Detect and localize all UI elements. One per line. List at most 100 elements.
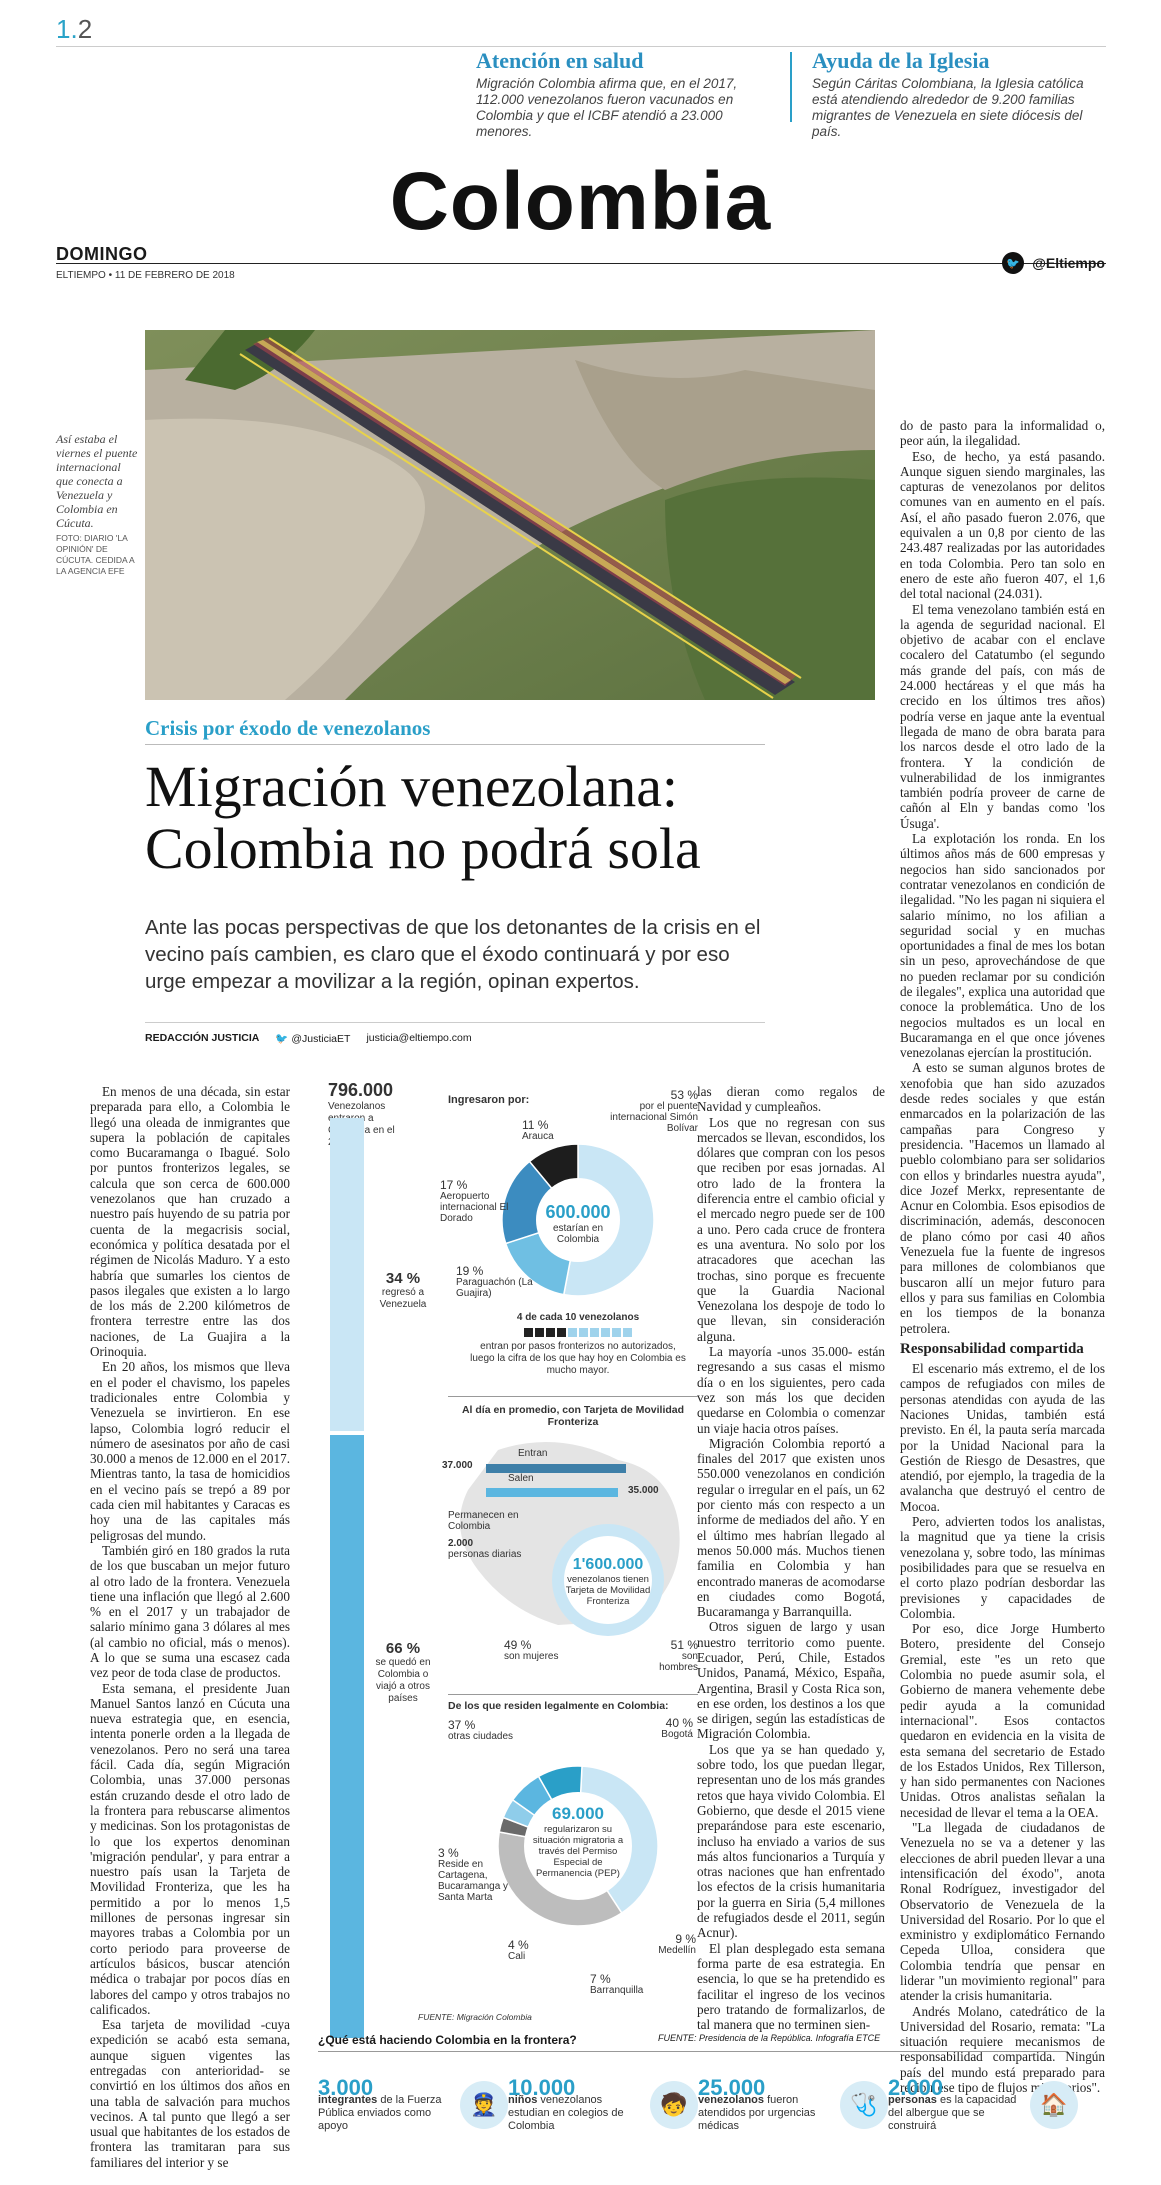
paragraph: Esa tarjeta de movilidad -cuya expedició…: [90, 2017, 290, 2170]
police-officer-icon: 👮: [460, 2081, 508, 2129]
entry-cat: Paraguachón (La Guajira): [456, 1277, 533, 1299]
bridge-photo: [145, 330, 875, 700]
article-kicker: Crisis por éxodo de venezolanos: [145, 716, 431, 740]
paragraph: Los que ya se han quedado y, sobre todo,…: [697, 1741, 885, 1941]
teaser-health[interactable]: Atención en salud Migración Colombia afi…: [476, 48, 776, 140]
entry-cat: Aeropuerto internacional El Dorado: [440, 1191, 509, 1224]
stayed-bar: [330, 1434, 364, 2038]
paragraph: Pero, advierten todos los analistas, la …: [900, 1514, 1105, 1621]
entry-center-value: 600.000: [545, 1202, 611, 1222]
teaser-church[interactable]: Ayuda de la Iglesia Según Cáritas Colomb…: [812, 48, 1112, 140]
entry-cat: Arauca: [522, 1131, 554, 1142]
twitter-handle: @Eltiempo: [1032, 255, 1105, 271]
entry-label-arauca: 11 % Arauca: [522, 1118, 572, 1142]
paragraph: do de pasto para la informalidad o, peor…: [900, 418, 1105, 449]
returned-pct: 34 %: [385, 1270, 421, 1287]
women-label: son mujeres: [504, 1651, 559, 1662]
pep-cat: Cali: [508, 1951, 526, 1962]
paragraph: En 20 años, los mismos que lleva en el p…: [90, 1359, 290, 1543]
tmf-remain: Permanecen en Colombia 2.000 personas di…: [448, 1510, 528, 1560]
paragraph: El escenario más extremo, el de los camp…: [900, 1361, 1105, 1514]
byline-email[interactable]: justicia@eltiempo.com: [366, 1032, 472, 1044]
pep-pct: 3 %: [438, 1846, 459, 1860]
paragraph: La mayoría -unos 35.000- están regresand…: [697, 1344, 885, 1436]
teaser-title: Ayuda de la Iglesia: [812, 48, 990, 73]
teaser-title: Atención en salud: [476, 48, 644, 73]
byline-twitter[interactable]: 🐦 @JusticiaET: [275, 1033, 351, 1045]
teaser-text: Según Cáritas Colombiana, la Iglesia cat…: [812, 76, 1084, 139]
masthead-rule: [56, 263, 1106, 264]
stat-value: 3.000: [318, 2075, 374, 2100]
edition-label: DOMINGO: [56, 244, 148, 264]
entry-pct: 19 %: [456, 1264, 484, 1278]
tmf-enter-label: Entran: [518, 1448, 548, 1459]
stat-text: fueron atendidos por urgencias médicas: [698, 2094, 816, 2132]
pep-label-bogota: 40 % Bogotá: [638, 1716, 693, 1740]
byline: REDACCIÓN JUSTICIA 🐦 @JusticiaET justici…: [145, 1022, 765, 1045]
pep-pct: 37 %: [448, 1718, 476, 1732]
paragraph: A esto se suman algunos brotes de xenofo…: [900, 1060, 1105, 1336]
paragraph: Andrés Molano, catedrático de la Univers…: [900, 2003, 1105, 2096]
article-deck: Ante las pocas perspectivas de que los d…: [145, 916, 761, 993]
ratio-square: [579, 1328, 588, 1337]
paragraph: Eso, de hecho, ya está pasando. Aunque s…: [900, 448, 1105, 602]
tmf-title: Al día en promedio, con Tarjeta de Movil…: [461, 1404, 685, 1428]
women-pct: 49 %: [504, 1638, 532, 1652]
tmf-circle: [552, 1524, 664, 1636]
ratio-square: [590, 1328, 599, 1337]
pep-label-barranquilla: 7 % Barranquilla: [590, 1972, 660, 1996]
stayed-pct: 66 %: [385, 1640, 421, 1657]
men: 51 % son hombres: [658, 1638, 698, 1673]
entry-note: 4 de cada 10 venezolanos entran por paso…: [468, 1312, 688, 1377]
dateline: ELTIEMPO • 11 DE FEBRERO DE 2018: [56, 270, 235, 281]
entry-center-label: estarían en Colombia: [552, 1223, 604, 1245]
twitter-link[interactable]: 🐦 @Eltiempo: [1002, 252, 1105, 274]
tmf-remain-label: Permanecen en Colombia: [448, 1510, 519, 1532]
photo-caption: Así estaba el viernes el puente internac…: [56, 432, 138, 577]
pep-cat: otras ciudades: [448, 1731, 514, 1742]
doctor-icon: 🩺: [840, 2081, 888, 2129]
ratio-square: [524, 1328, 533, 1337]
paragraph: Migración Colombia reportó a finales del…: [697, 1435, 885, 1620]
paragraph: Por eso, dice Jorge Humberto Botero, pre…: [900, 1621, 1105, 1820]
tmf-leave-bar: [486, 1488, 618, 1497]
ratio-square: [568, 1328, 577, 1337]
stat-bold: integrantes: [318, 2094, 378, 2106]
source-presidencia: FUENTE: Presidencia de la República. Inf…: [658, 2033, 881, 2043]
photo-credit: FOTO: DIARIO 'LA OPINIÓN' DE CÚCUTA. CED…: [56, 533, 135, 576]
men-pct: 51 %: [670, 1638, 698, 1652]
entry-label-paraguachon: 19 % Paraguachón (La Guajira): [456, 1264, 534, 1299]
top-divider: [56, 46, 1106, 47]
stat-text: venezolanos estudian en colegios de Colo…: [508, 2094, 624, 2132]
entry-title: Ingresaron por:: [448, 1094, 530, 1106]
paragraph: El plan desplegado esta semana forma par…: [697, 1940, 885, 2033]
pep-cat: Barranquilla: [590, 1985, 644, 1996]
entry-pct: 11 %: [522, 1118, 549, 1132]
tmf-remain-value: 2.000: [448, 1538, 474, 1549]
source-migracion: FUENTE: Migración Colombia: [418, 2012, 532, 2022]
child-icon: 🧒: [650, 2081, 698, 2129]
stat-value: 10.000: [508, 2075, 576, 2100]
pep-pct: 9 %: [675, 1932, 696, 1946]
teaser-text: Migración Colombia afirma que, en el 201…: [476, 76, 738, 139]
paragraph: Los que no regresan con sus mercados se …: [697, 1114, 885, 1344]
entry-note-title: 4 de cada 10 venezolanos: [516, 1312, 640, 1323]
pep-title: De los que residen legalmente en Colombi…: [448, 1700, 669, 1712]
twitter-bird-icon: 🐦: [1002, 252, 1025, 274]
stat-bold: personas: [888, 2094, 937, 2106]
stat-text: es la capacidad del albergue que se cons…: [888, 2094, 1017, 2132]
kicker-rule: [145, 744, 765, 745]
pep-pct: 40 %: [665, 1716, 693, 1730]
stayed-label: se quedó en Colombia o viajó a otros paí…: [375, 1657, 431, 1704]
entry-cat: por el puente internacional Simón Bolíva…: [610, 1101, 698, 1134]
ratio-square: [557, 1328, 566, 1337]
ratio-square: [612, 1328, 621, 1337]
border-actions-strip: ¿Qué está haciendo Colombia en la fronte…: [318, 2033, 1138, 2183]
tmf-enter-value: 37.000: [442, 1460, 473, 1471]
article-headline: Migración venezolana: Colombia no podrá …: [145, 754, 701, 881]
entry-label-eldorado: 17 % Aeropuerto internacional El Dorado: [440, 1179, 520, 1224]
pep-cat: Bogotá: [661, 1729, 693, 1740]
ratio-squares: [468, 1328, 688, 1337]
pep-cat: Reside en Cartagena, Bucaramanga y Santa…: [438, 1859, 509, 1903]
pep-pct: 7 %: [590, 1972, 611, 1986]
